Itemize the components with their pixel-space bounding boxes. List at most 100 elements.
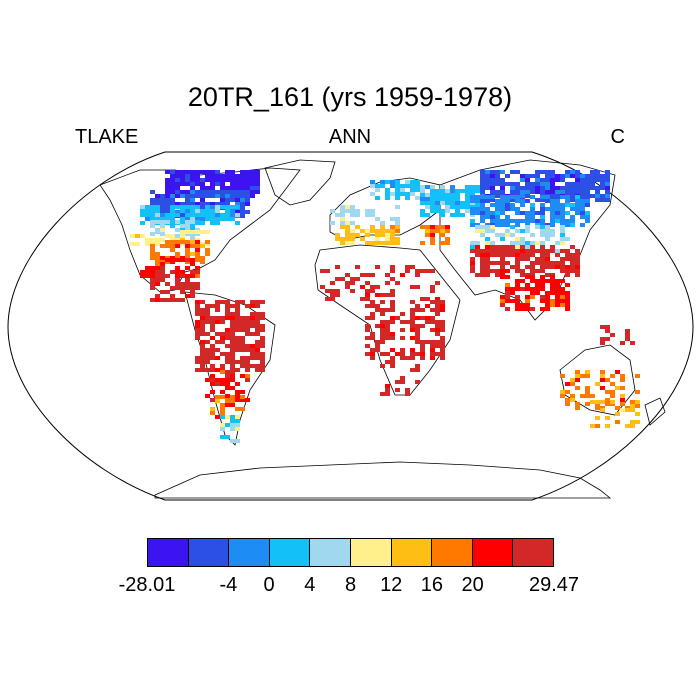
grid-cell	[430, 308, 435, 312]
grid-cell	[345, 205, 350, 209]
grid-cell	[565, 299, 570, 303]
grid-cell	[235, 312, 240, 316]
grid-cell	[160, 228, 165, 232]
grid-cell	[385, 332, 390, 336]
grid-cell	[530, 174, 535, 178]
grid-cell	[420, 197, 425, 201]
grid-cell	[590, 424, 595, 428]
grid-cell	[210, 336, 215, 340]
grid-cell	[485, 186, 490, 190]
grid-cell	[555, 178, 560, 182]
grid-cell	[225, 186, 230, 190]
grid-cell	[415, 324, 420, 328]
grid-cell	[335, 289, 340, 293]
grid-cell	[330, 293, 335, 297]
grid-cell	[570, 182, 575, 186]
grid-cell	[615, 406, 620, 410]
grid-cell	[440, 225, 445, 229]
grid-cell	[420, 356, 425, 360]
grid-cell	[170, 202, 175, 206]
grid-cell	[205, 360, 210, 364]
grid-cell	[525, 307, 530, 311]
grid-cell	[390, 320, 395, 324]
grid-cell	[380, 352, 385, 356]
grid-cell	[325, 269, 330, 273]
grid-cell	[525, 245, 530, 249]
colorbar-box	[269, 539, 311, 566]
grid-cell	[420, 324, 425, 328]
grid-cell	[540, 279, 545, 283]
grid-cell	[515, 190, 520, 194]
grid-cell	[485, 257, 490, 261]
grid-cell	[470, 241, 475, 245]
grid-cell	[555, 249, 560, 253]
grid-cell	[200, 206, 205, 210]
grid-cell	[230, 415, 235, 419]
grid-cell	[170, 205, 175, 209]
grid-cell	[365, 289, 370, 293]
grid-cell	[380, 328, 385, 332]
grid-cell	[605, 186, 610, 190]
grid-cell	[210, 328, 215, 332]
grid-cell	[530, 203, 535, 207]
grid-cell	[560, 374, 565, 378]
grid-cell	[385, 392, 390, 396]
grid-cell	[250, 170, 255, 174]
grid-cell	[185, 182, 190, 186]
grid-cell	[345, 233, 350, 237]
grid-cell	[380, 233, 385, 237]
grid-cell	[230, 312, 235, 316]
grid-cell	[575, 207, 580, 211]
grid-cell	[530, 211, 535, 215]
grid-cell	[145, 270, 150, 274]
grid-cell	[405, 320, 410, 324]
grid-cell	[195, 308, 200, 312]
grid-cell	[160, 220, 165, 224]
grid-cell	[175, 190, 180, 194]
grid-cell	[410, 348, 415, 352]
grid-cell	[500, 253, 505, 257]
grid-cell	[555, 174, 560, 178]
grid-cell	[190, 205, 195, 209]
grid-cell	[190, 290, 195, 294]
grid-cell	[350, 277, 355, 281]
grid-cell	[220, 178, 225, 182]
grid-cell	[255, 182, 260, 186]
grid-cell	[545, 249, 550, 253]
grid-cell	[190, 178, 195, 182]
grid-cell	[440, 340, 445, 344]
grid-cell	[560, 178, 565, 182]
grid-cell	[595, 178, 600, 182]
grid-cell	[365, 336, 370, 340]
grid-cell	[355, 209, 360, 213]
grid-cell	[200, 221, 205, 225]
grid-cell	[480, 195, 485, 199]
grid-cell	[430, 185, 435, 189]
grid-cell	[245, 304, 250, 308]
grid-cell	[410, 184, 415, 188]
grid-cell	[205, 186, 210, 190]
grid-cell	[485, 225, 490, 229]
grid-cell	[240, 360, 245, 364]
grid-cell	[245, 170, 250, 174]
grid-cell	[210, 182, 215, 186]
grid-cell	[575, 195, 580, 199]
grid-cell	[220, 300, 225, 304]
grid-cell	[240, 390, 245, 394]
grid-cell	[235, 205, 240, 209]
grid-cell	[555, 261, 560, 265]
grid-cell	[200, 182, 205, 186]
grid-cell	[550, 261, 555, 265]
grid-cell	[605, 190, 610, 194]
grid-cell	[220, 336, 225, 340]
grid-cell	[175, 194, 180, 198]
grid-cell	[180, 298, 185, 302]
grid-cell	[470, 199, 475, 203]
grid-cell	[480, 211, 485, 215]
grid-cell	[190, 198, 195, 202]
grid-cell	[155, 294, 160, 298]
grid-cell	[225, 356, 230, 360]
grid-cell	[430, 285, 435, 289]
grid-cell	[175, 178, 180, 182]
